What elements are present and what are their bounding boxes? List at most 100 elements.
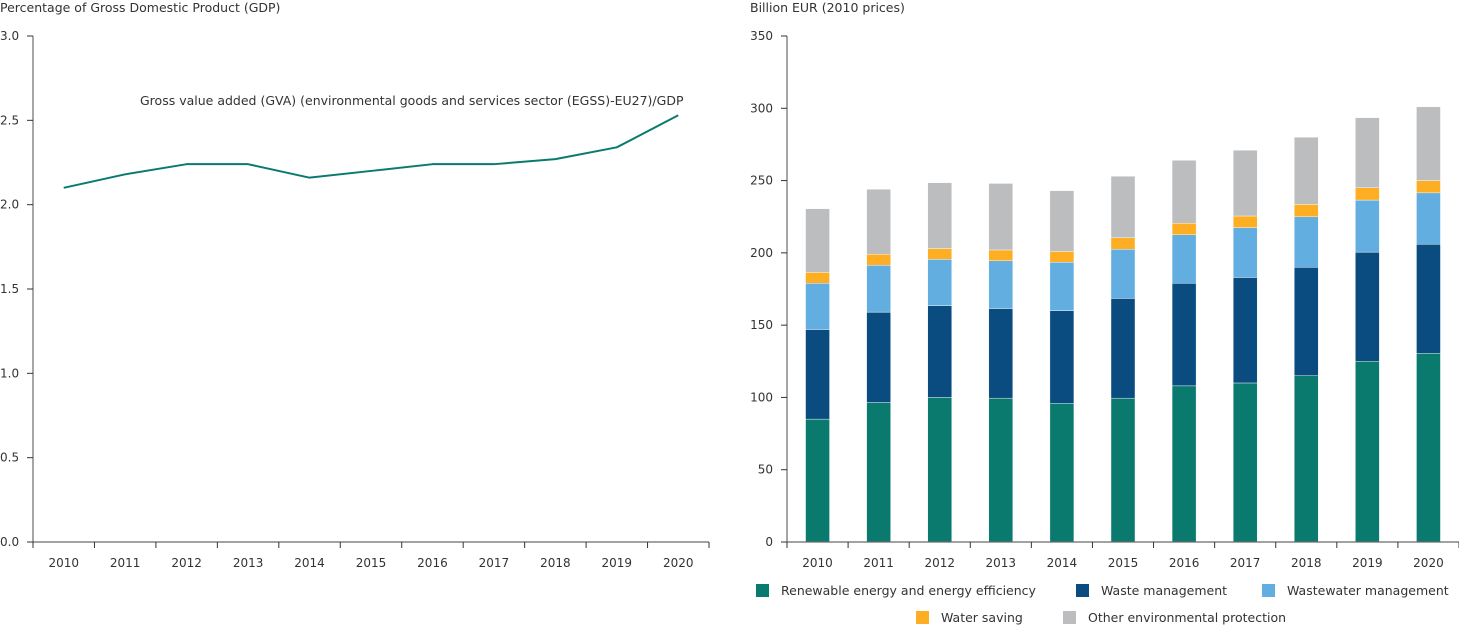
right-x-tick-label: 2020 — [1413, 556, 1444, 570]
legend-label-water-saving: Water saving — [941, 610, 1023, 625]
left-chart-y-axis-title: Percentage of Gross Domestic Product (GD… — [0, 0, 281, 15]
legend-swatch-renewable — [756, 584, 769, 597]
bar-segment-waste-management-2014 — [1049, 310, 1075, 404]
bar-segment-wastewater-management-2016 — [1171, 234, 1197, 284]
bar-segment-other-environmental-protection-2015 — [1110, 176, 1136, 238]
right-x-tick-label: 2011 — [863, 556, 894, 570]
right-y-tick-label: 50 — [758, 463, 773, 477]
right-x-tick-label: 2014 — [1047, 556, 1078, 570]
bar-segment-waste-management-2015 — [1110, 298, 1136, 399]
line-chart-gdp-share: 0.00.51.01.52.02.53.0 2010 2011 2012 2013 20… — [0, 29, 710, 570]
right-x-tick-label: 2010 — [802, 556, 833, 570]
right-x-tick-label: 2012 — [924, 556, 955, 570]
right-x-tick-label: 2013 — [986, 556, 1017, 570]
bar-segment-wastewater-management-2012 — [927, 259, 952, 306]
right-x-tick-label: 2018 — [1291, 556, 1322, 570]
bar-segment-wastewater-management-2019 — [1355, 199, 1380, 253]
bar-segment-water-saving-2010 — [805, 272, 830, 284]
bar-segment-waste-management-2019 — [1355, 251, 1380, 362]
bar-layer — [805, 106, 1441, 543]
left-y-tick-label: 1.5 — [0, 282, 19, 296]
bar-segment-water-saving-2014 — [1049, 251, 1075, 263]
legend-item-renewable: Renewable energy and energy efficiency — [756, 583, 1036, 598]
bar-segment-renewable-energy-and-energy-efficiency-2015 — [1110, 397, 1136, 543]
bar-segment-other-environmental-protection-2013 — [988, 183, 1014, 251]
right-y-tick-label: 200 — [750, 246, 773, 260]
left-x-tick-label: 2014 — [294, 556, 325, 570]
bar-segment-renewable-energy-and-energy-efficiency-2011 — [866, 402, 891, 543]
right-y-tick-label: 100 — [750, 390, 773, 404]
right-x-axis: 2010 2011 2012 2013 2014 2015 2016 2017 2018 2019… — [786, 541, 1459, 570]
bar-segment-water-saving-2020 — [1416, 180, 1441, 194]
bar-segment-other-environmental-protection-2018 — [1294, 136, 1319, 205]
bar-segment-water-saving-2011 — [866, 254, 891, 266]
bar-segment-waste-management-2016 — [1171, 283, 1197, 387]
bar-segment-other-environmental-protection-2010 — [805, 208, 830, 273]
left-y-tick-label: 3.0 — [0, 29, 19, 43]
bar-segment-waste-management-2020 — [1416, 243, 1441, 354]
legend-item-other: Other environmental protection — [1063, 610, 1286, 625]
bar-segment-renewable-energy-and-energy-efficiency-2010 — [805, 418, 830, 543]
left-x-tick-label: 2011 — [110, 556, 141, 570]
line-series-annotation: Gross value added (GVA) (environmental g… — [140, 93, 684, 108]
right-y-tick-label: 350 — [750, 29, 773, 43]
bar-segment-waste-management-2010 — [805, 329, 830, 420]
bar-segment-other-environmental-protection-2016 — [1171, 160, 1197, 224]
legend-label-wastewater: Wastewater management — [1287, 583, 1449, 598]
bar-segment-wastewater-management-2018 — [1294, 216, 1319, 268]
bar-segment-waste-management-2017 — [1232, 277, 1258, 384]
legend-label-other: Other environmental protection — [1088, 610, 1287, 625]
bar-segment-other-environmental-protection-2014 — [1049, 190, 1075, 252]
legend-label-renewable: Renewable energy and energy efficiency — [781, 583, 1036, 598]
right-x-tick-label: 2016 — [1169, 556, 1200, 570]
bar-segment-renewable-energy-and-energy-efficiency-2017 — [1232, 382, 1258, 543]
right-x-tick-label: 2019 — [1352, 556, 1383, 570]
bar-segment-water-saving-2013 — [988, 249, 1014, 262]
legend-swatch-other — [1063, 611, 1076, 624]
bar-segment-other-environmental-protection-2019 — [1355, 117, 1380, 188]
bar-segment-water-saving-2015 — [1110, 237, 1136, 250]
bar-segment-wastewater-management-2017 — [1232, 227, 1258, 278]
bar-segment-waste-management-2013 — [988, 308, 1014, 399]
left-x-tick-label: 2015 — [356, 556, 387, 570]
bar-segment-water-saving-2016 — [1171, 223, 1197, 235]
bar-segment-other-environmental-protection-2020 — [1416, 106, 1441, 181]
bar-segment-wastewater-management-2014 — [1049, 262, 1075, 311]
bar-segment-waste-management-2011 — [866, 311, 891, 403]
bar-segment-water-saving-2012 — [927, 248, 952, 260]
left-x-tick-label: 2013 — [233, 556, 264, 570]
left-y-tick-label: 0.5 — [0, 451, 19, 465]
left-y-tick-label: 2.0 — [0, 198, 19, 212]
left-y-axis: 0.0 0.5 1.0 1.5 2.0 2.5 3.0 — [0, 29, 34, 549]
right-y-tick-label: 0 — [765, 535, 773, 549]
left-x-tick-label: 2012 — [171, 556, 202, 570]
left-x-tick-label: 2016 — [417, 556, 448, 570]
legend-swatch-water-saving — [916, 611, 929, 624]
bar-segment-water-saving-2018 — [1294, 204, 1319, 217]
legend-swatch-wastewater — [1262, 584, 1275, 597]
legend-item-waste: Waste management — [1076, 583, 1227, 598]
legend-item-wastewater: Wastewater management — [1262, 583, 1449, 598]
right-x-tick-label: 2015 — [1108, 556, 1139, 570]
bar-segment-renewable-energy-and-energy-efficiency-2018 — [1294, 375, 1319, 543]
bar-segment-other-environmental-protection-2011 — [866, 189, 891, 255]
left-x-tick-label: 2020 — [663, 556, 694, 570]
left-x-tick-label: 2017 — [479, 556, 510, 570]
bar-segment-other-environmental-protection-2012 — [927, 182, 952, 249]
right-y-tick-label: 250 — [750, 174, 773, 188]
bar-segment-renewable-energy-and-energy-efficiency-2013 — [988, 397, 1014, 543]
right-y-tick-label: 300 — [750, 101, 773, 115]
legend-item-water-saving: Water saving — [916, 610, 1023, 625]
right-y-tick-label: 150 — [750, 318, 773, 332]
legend-swatch-waste — [1076, 584, 1089, 597]
left-y-tick-label: 0.0 — [0, 535, 19, 549]
left-x-tick-label: 2019 — [602, 556, 633, 570]
left-x-tick-label: 2018 — [540, 556, 571, 570]
bar-segment-renewable-energy-and-energy-efficiency-2012 — [927, 397, 952, 543]
left-series-layer — [63, 114, 679, 189]
bar-segment-renewable-energy-and-energy-efficiency-2019 — [1355, 361, 1380, 543]
legend-label-waste: Waste management — [1101, 583, 1228, 598]
right-y-axis: 0 50 100 150 200 250 300 350 — [750, 29, 788, 549]
right-x-tick-label: 2017 — [1230, 556, 1261, 570]
